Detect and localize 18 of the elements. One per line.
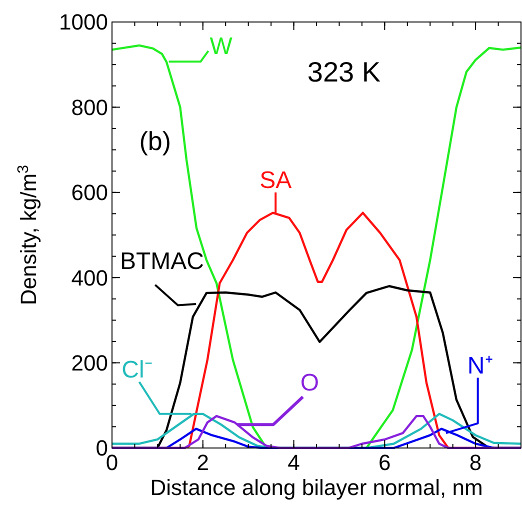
x-tick-label: 8 — [469, 450, 482, 475]
x-tick-label: 4 — [288, 450, 300, 475]
text: O — [300, 369, 320, 396]
y-tick-label: 800 — [71, 94, 108, 120]
text: N⁺ — [467, 352, 493, 380]
y-tick-label: 1000 — [59, 10, 108, 35]
y-tick-label: 400 — [71, 265, 108, 290]
x-axis-title: Distance along bilayer normal, nm — [150, 475, 483, 500]
annotation: 323 K — [307, 56, 381, 88]
x-tick-label: 2 — [196, 450, 210, 475]
x-tick-label: 6 — [378, 450, 391, 475]
annotation: (b) — [139, 126, 172, 156]
series-label: BTMAC — [120, 248, 204, 276]
y-tick-label: 200 — [71, 350, 108, 376]
series-label: SA — [260, 167, 292, 194]
legend-label: W — [210, 32, 233, 60]
y-tick-label: 600 — [71, 180, 108, 206]
text: Cl⁻ — [122, 356, 152, 384]
